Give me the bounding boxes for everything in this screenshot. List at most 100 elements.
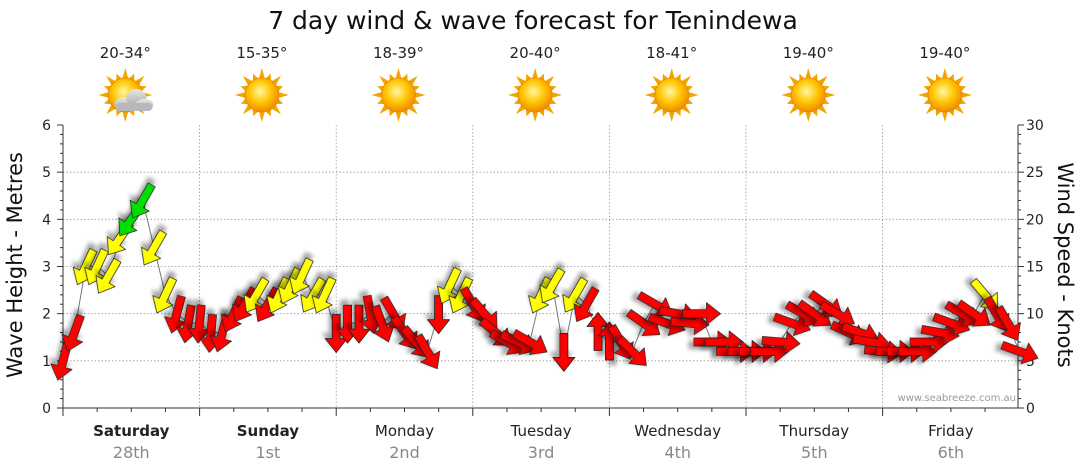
- x-date-label: 5th: [801, 443, 828, 462]
- wind-arrow-shape: [129, 182, 156, 219]
- wind-arrow: [448, 276, 474, 314]
- sun-ray: [532, 111, 538, 122]
- wind-arrow-shape: [289, 257, 314, 295]
- sun-ray: [781, 92, 792, 98]
- x-day-label: Thursday: [778, 422, 849, 440]
- wind-arrow-shape: [616, 335, 647, 366]
- y-left-tick-label: 5: [42, 165, 51, 181]
- y-right-tick-label: 5: [1026, 354, 1035, 370]
- wind-arrow: [414, 333, 441, 370]
- x-day-label: Monday: [375, 422, 434, 440]
- sun-ray: [98, 92, 109, 98]
- day-temperature: 20-34°: [100, 44, 151, 62]
- y-right-tick-label: 15: [1026, 260, 1044, 276]
- wind-arrow-shape: [552, 332, 576, 372]
- sun-icon: [234, 68, 289, 122]
- wind-arrow: [129, 182, 156, 219]
- watermark: www.seabreeze.com.au: [898, 393, 1016, 404]
- sun-ray: [805, 68, 812, 79]
- sun-ray: [688, 92, 699, 98]
- sun-disc: [654, 77, 690, 113]
- wind-arrow-shape: [414, 333, 441, 370]
- sun-ray: [234, 92, 246, 98]
- wind-arrow: [761, 331, 801, 354]
- wind-arrow: [562, 276, 589, 313]
- y-right-tick-label: 20: [1026, 212, 1044, 228]
- y-right-tick-label: 30: [1026, 118, 1044, 134]
- x-day-label: Tuesday: [510, 422, 572, 440]
- wind-arrow: [254, 286, 281, 322]
- x-date-label: 3rd: [528, 443, 555, 462]
- day-temperature: 18-41°: [646, 44, 697, 62]
- wind-arrow: [289, 257, 314, 295]
- wind-arrow: [616, 335, 647, 366]
- sun-icon: [508, 68, 563, 122]
- x-date-label: 1st: [256, 443, 281, 462]
- x-date-label: 28th: [113, 443, 150, 462]
- sun-ray: [508, 92, 519, 98]
- wind-arrow-shape: [243, 276, 270, 313]
- wind-arrow-shape: [511, 329, 548, 355]
- x-date-label: 6th: [938, 443, 965, 462]
- sun-ray: [917, 92, 929, 98]
- y-left-tick-label: 3: [42, 260, 51, 276]
- wind-arrow: [437, 266, 462, 304]
- wind-arrow: [266, 276, 291, 314]
- sun-ray: [532, 68, 538, 79]
- wind-arrow: [511, 329, 548, 355]
- sun-icon: [644, 68, 699, 122]
- sun-disc: [790, 77, 826, 113]
- sun-disc: [381, 77, 416, 113]
- sun-disc: [927, 77, 963, 113]
- sun-ray: [942, 111, 948, 122]
- day-temperature: 19-40°: [919, 44, 970, 62]
- wind-arrow-shape: [220, 295, 246, 333]
- cloud-icon: [114, 89, 154, 111]
- sun-ray: [961, 92, 972, 98]
- wind-arrow-shape: [528, 276, 553, 314]
- y-left-axis-title: Wave Height - Metres: [3, 152, 27, 378]
- wind-arrow-shape: [95, 257, 122, 294]
- sun-ray: [825, 92, 836, 98]
- day-temperature: 18-39°: [373, 44, 424, 62]
- wind-arrow: [682, 302, 721, 326]
- sun-icon: [781, 68, 836, 122]
- wind-arrow-shape: [254, 286, 281, 322]
- sun-ray: [551, 92, 563, 98]
- wind-arrow-shape: [956, 299, 991, 327]
- y-left-tick-label: 1: [42, 354, 51, 370]
- x-day-label: Friday: [928, 422, 974, 440]
- wind-arrow: [427, 295, 451, 335]
- sun-ray: [259, 68, 265, 79]
- wind-arrow: [311, 276, 337, 314]
- y-right-tick-label: 0: [1026, 401, 1035, 417]
- wind-arrow: [220, 295, 246, 333]
- wind-arrow: [95, 257, 122, 294]
- y-right-tick-label: 25: [1026, 165, 1044, 181]
- y-left-tick-label: 4: [42, 212, 51, 228]
- sun-ray: [395, 111, 402, 122]
- chart-title: 7 day wind & wave forecast for Tenindewa: [268, 6, 798, 35]
- y-left-tick-label: 6: [42, 118, 51, 134]
- sun-ray: [122, 111, 129, 122]
- y-left-tick-label: 0: [42, 401, 51, 417]
- wind-arrow: [573, 286, 600, 322]
- partly-cloudy-sun-icon: [98, 68, 154, 122]
- day-temperature: 19-40°: [783, 44, 834, 62]
- wind-arrow-shape: [266, 276, 291, 314]
- sun-ray: [668, 111, 675, 122]
- y-right-axis-title: Wind Speed - Knots: [1053, 162, 1077, 367]
- sun-ray: [395, 68, 402, 79]
- sun-ray: [644, 92, 655, 98]
- sun-disc: [244, 77, 280, 113]
- x-day-label: Wednesday: [634, 422, 721, 440]
- day-temperature: 20-40°: [510, 44, 561, 62]
- sun-icon: [371, 68, 426, 122]
- sun-ray: [122, 68, 129, 79]
- wind-arrow-shape: [141, 229, 167, 266]
- sun-disc: [517, 77, 553, 113]
- wind-arrow-shape: [448, 276, 474, 314]
- wind-arrow: [994, 305, 1021, 341]
- sun-ray: [668, 68, 675, 79]
